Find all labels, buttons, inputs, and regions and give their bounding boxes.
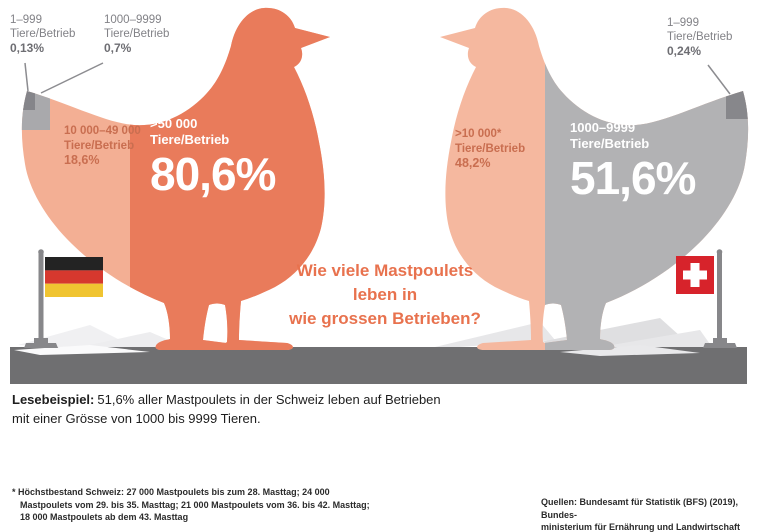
leader-line-germany-1-999 xyxy=(24,62,29,92)
label-switzerland-1000-9999: 1000–9999 Tiere/Betrieb 51,6% xyxy=(570,120,696,204)
leader-line-switzerland-1-999 xyxy=(707,64,731,95)
label-germany-1000-9999: 1000–9999 Tiere/Betrieb 0,7% xyxy=(104,13,169,55)
label-percent-huge: 80,6% xyxy=(150,148,276,200)
label-range: 1–999 xyxy=(667,17,699,29)
label-switzerland-gt-10000: >10 000* Tiere/Betrieb 48,2% xyxy=(455,127,525,171)
segment-switzerland-1-999 xyxy=(726,7,749,119)
label-range: >50 000 xyxy=(150,116,198,131)
label-switzerland-1-999: 1–999 Tiere/Betrieb 0,24% xyxy=(667,16,732,58)
label-germany-1-999: 1–999 Tiere/Betrieb 0,13% xyxy=(10,13,75,55)
label-percent-huge: 51,6% xyxy=(570,152,696,204)
infographic-question: Wie viele Mastpoulets leben in wie gross… xyxy=(272,259,498,331)
label-range: 1000–9999 xyxy=(570,120,636,135)
label-germany-10000-49000: 10 000–49 000 Tiere/Betrieb 18,6% xyxy=(64,124,141,168)
label-percent: 0,7% xyxy=(104,41,132,55)
label-unit: Tiere/Betrieb xyxy=(150,131,230,147)
infographic-scene xyxy=(10,7,749,384)
question-line: Wie viele Mastpoulets xyxy=(296,261,474,280)
label-percent: 0,13% xyxy=(10,41,45,55)
german-flag xyxy=(24,249,103,348)
reading-example-label: Lesebeispiel: xyxy=(12,392,95,407)
label-range: >10 000* xyxy=(455,128,502,140)
reading-example: Lesebeispiel: 51,6% aller Mastpoulets in … xyxy=(12,390,452,428)
label-unit: Tiere/Betrieb xyxy=(570,135,650,151)
label-percent: 18,6% xyxy=(64,153,100,167)
label-unit: Tiere/Betrieb xyxy=(10,28,76,40)
question-line: wie grossen Betrieben? xyxy=(289,309,481,328)
label-range: 1000–9999 xyxy=(104,14,162,26)
straw-on-ground-right xyxy=(560,345,700,356)
label-percent: 0,24% xyxy=(667,44,702,58)
label-germany-gt-50000: >50 000 Tiere/Betrieb 80,6% xyxy=(150,116,276,200)
leader-line-germany-1000-9999 xyxy=(40,62,104,94)
sources-line: ministerium für Ernährung und Landwirtsc… xyxy=(541,522,741,532)
label-unit: Tiere/Betrieb xyxy=(667,31,733,43)
swiss-flag xyxy=(676,249,737,348)
footnote: * Höchstbestand Schweiz: 27 000 Mastpoul… xyxy=(12,487,370,522)
label-percent: 48,2% xyxy=(455,156,491,170)
label-unit: Tiere/Betrieb xyxy=(64,139,135,152)
sources: Quellen: Bundesamt für Statistik (BFS) (… xyxy=(541,496,756,532)
label-unit: Tiere/Betrieb xyxy=(104,28,170,40)
question-line: leben in xyxy=(352,285,418,304)
label-range: 10 000–49 000 xyxy=(64,125,141,137)
straw-on-ground-left xyxy=(14,345,150,355)
label-unit: Tiere/Betrieb xyxy=(455,142,526,155)
label-range: 1–999 xyxy=(10,14,42,26)
sources-line: Quellen: Bundesamt für Statistik (BFS) (… xyxy=(541,497,739,520)
reading-example-text: 51,6% aller Mastpoulets in der Schweiz l… xyxy=(12,392,441,426)
